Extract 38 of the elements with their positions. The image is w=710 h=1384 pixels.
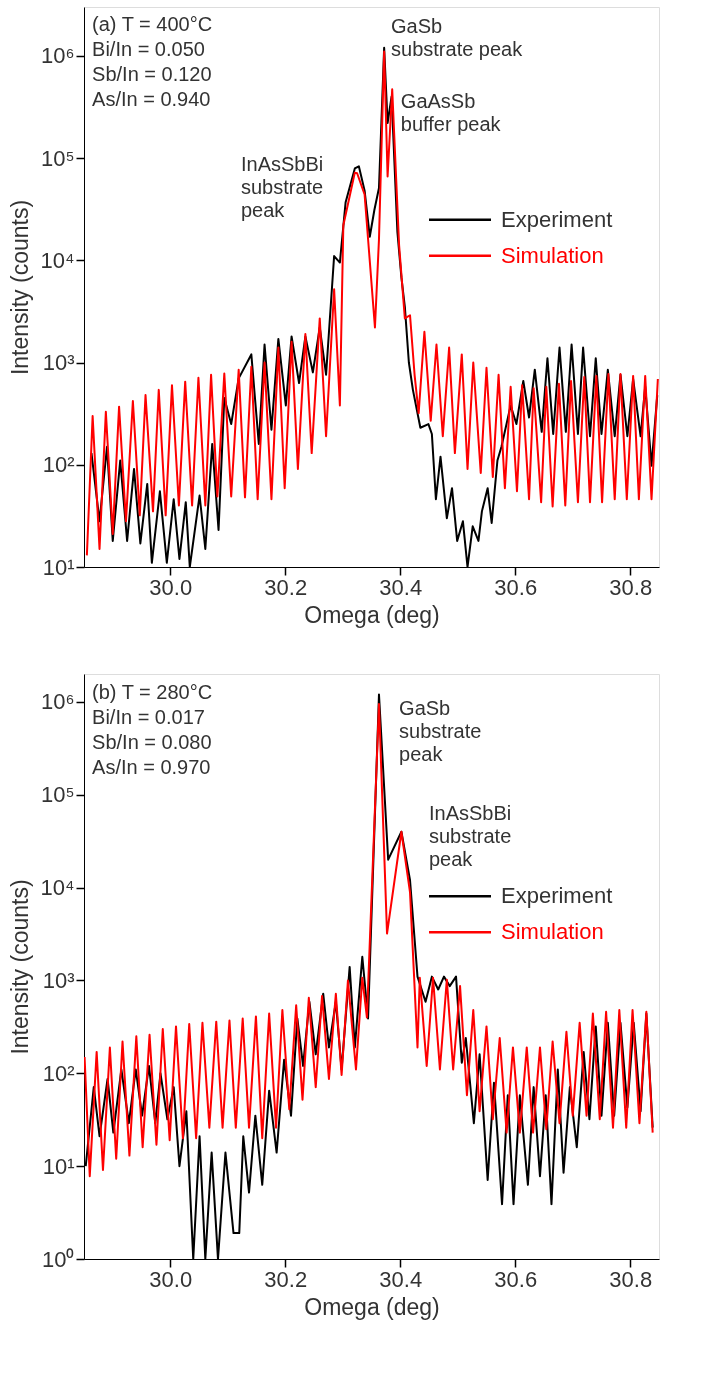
annotation: (a) T = 400°C Bi/In = 0.050 Sb/In = 0.120 As/In = 0.940 xyxy=(92,13,213,111)
legend-label: Experiment xyxy=(501,206,613,232)
y-tick-label: 10⁶ xyxy=(40,43,75,69)
annotation: (b) T = 280°C Bi/In = 0.017 Sb/In = 0.080 As/In = 0.970 xyxy=(92,680,213,778)
x-tick-label: 30.6 xyxy=(494,1266,538,1292)
y-tick-label: 10² xyxy=(42,452,75,478)
legend-label: Experiment xyxy=(501,883,613,909)
x-tick-label: 30.8 xyxy=(609,1266,653,1292)
annotation: InAsSbBi substrate peak xyxy=(429,802,512,871)
y-tick-label: 10⁵ xyxy=(40,782,75,808)
y-tick-label: 10⁴ xyxy=(40,875,75,901)
x-tick-label: 30.0 xyxy=(149,1266,193,1292)
y-tick-label: 10⁵ xyxy=(40,145,75,171)
y-axis-title: Intensity (counts) xyxy=(6,199,33,376)
annotation: GaSb substrate peak xyxy=(399,697,482,766)
y-tick-label: 10³ xyxy=(42,350,75,376)
y-tick-label: 10³ xyxy=(42,967,75,993)
y-tick-label: 10² xyxy=(42,1060,75,1086)
y-tick-label: 10¹ xyxy=(42,554,75,580)
x-axis-title: Omega (deg) xyxy=(304,1293,440,1320)
x-tick-label: 30.2 xyxy=(264,574,308,600)
annotation: GaSb substrate peak xyxy=(391,14,524,60)
x-tick-label: 30.2 xyxy=(264,1266,308,1292)
x-tick-label: 30.4 xyxy=(379,1266,423,1292)
annotation: GaAsSb buffer peak xyxy=(400,90,502,136)
y-tick-label: 10¹ xyxy=(42,1153,75,1179)
annotation: InAsSbBi substrate peak xyxy=(240,153,324,222)
x-tick-label: 30.6 xyxy=(494,574,538,600)
y-tick-label: 10⁶ xyxy=(40,689,75,715)
y-tick-label: 10⁴ xyxy=(40,247,75,273)
x-tick-label: 30.0 xyxy=(149,574,193,600)
x-axis-title: Omega (deg) xyxy=(304,601,440,628)
x-tick-label: 30.4 xyxy=(379,574,423,600)
x-tick-label: 30.8 xyxy=(609,574,653,600)
y-tick-label: 10⁰ xyxy=(42,1246,75,1272)
legend-label: Simulation xyxy=(501,919,604,945)
y-axis-title: Intensity (counts) xyxy=(6,879,33,1055)
legend-label: Simulation xyxy=(501,242,604,268)
